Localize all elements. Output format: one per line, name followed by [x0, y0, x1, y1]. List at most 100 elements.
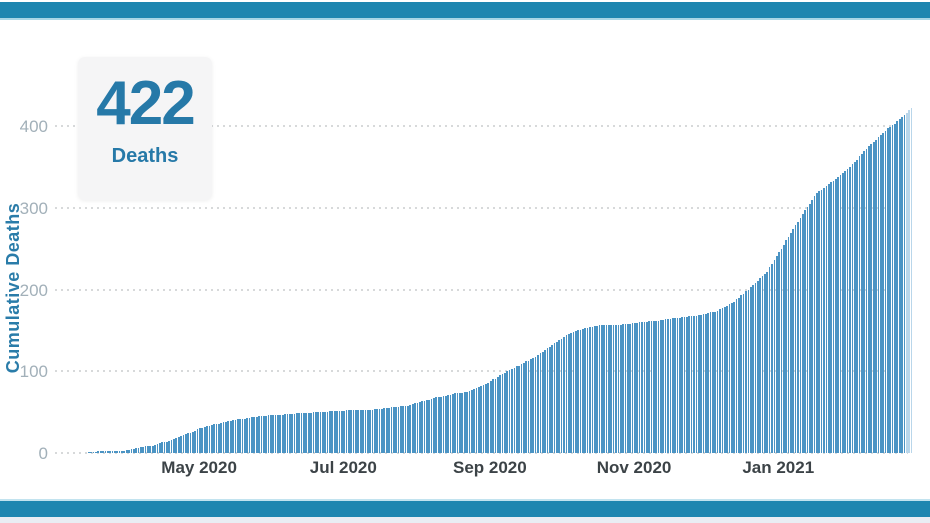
bar[interactable]: [766, 271, 769, 453]
bar[interactable]: [338, 411, 341, 453]
bar[interactable]: [118, 450, 121, 453]
bar[interactable]: [787, 237, 790, 453]
bar[interactable]: [336, 411, 338, 453]
bar[interactable]: [726, 305, 728, 453]
bar[interactable]: [593, 326, 596, 453]
bar[interactable]: [577, 330, 579, 453]
bar[interactable]: [218, 423, 220, 453]
bar[interactable]: [305, 412, 308, 453]
bar[interactable]: [423, 400, 426, 453]
bar[interactable]: [123, 450, 126, 453]
bar[interactable]: [823, 188, 825, 453]
bar[interactable]: [265, 416, 267, 453]
bar[interactable]: [227, 421, 230, 453]
bar[interactable]: [617, 324, 620, 453]
bar[interactable]: [886, 128, 889, 453]
bar[interactable]: [738, 297, 740, 453]
bar[interactable]: [468, 390, 471, 453]
bar[interactable]: [416, 403, 419, 453]
bar[interactable]: [132, 448, 135, 453]
bar[interactable]: [262, 416, 265, 453]
bar[interactable]: [910, 108, 913, 453]
bar[interactable]: [260, 416, 263, 453]
bar[interactable]: [475, 388, 478, 453]
bar[interactable]: [255, 417, 258, 453]
bar[interactable]: [99, 451, 102, 453]
bar[interactable]: [288, 413, 291, 453]
bar[interactable]: [872, 141, 875, 453]
bar[interactable]: [782, 244, 785, 453]
bar[interactable]: [520, 363, 523, 453]
bar[interactable]: [92, 452, 95, 453]
bar[interactable]: [551, 345, 553, 453]
bar[interactable]: [102, 451, 104, 453]
bar[interactable]: [215, 423, 218, 453]
bar[interactable]: [196, 429, 199, 453]
bar[interactable]: [712, 311, 714, 453]
bar[interactable]: [114, 450, 116, 453]
bar[interactable]: [522, 363, 525, 453]
bar[interactable]: [480, 385, 483, 453]
bar[interactable]: [137, 448, 140, 453]
bar[interactable]: [643, 322, 646, 453]
bar[interactable]: [553, 343, 556, 453]
bar[interactable]: [700, 314, 702, 453]
bar[interactable]: [362, 409, 364, 453]
bar[interactable]: [891, 125, 894, 453]
bar[interactable]: [166, 441, 168, 453]
bar[interactable]: [187, 433, 189, 453]
bar[interactable]: [572, 332, 575, 453]
bar[interactable]: [797, 221, 799, 453]
bar[interactable]: [418, 402, 421, 453]
bar[interactable]: [570, 332, 572, 453]
bar[interactable]: [388, 408, 390, 453]
bar[interactable]: [314, 412, 317, 453]
bar[interactable]: [610, 324, 613, 453]
bar[interactable]: [548, 346, 551, 453]
bar[interactable]: [253, 417, 256, 453]
bar[interactable]: [827, 184, 830, 453]
bar[interactable]: [605, 325, 608, 453]
bar[interactable]: [177, 437, 180, 453]
bar[interactable]: [586, 327, 589, 453]
bar[interactable]: [612, 324, 615, 453]
bar[interactable]: [272, 415, 275, 453]
bar[interactable]: [863, 151, 866, 453]
bar[interactable]: [324, 412, 327, 453]
bar[interactable]: [837, 176, 840, 453]
bar[interactable]: [811, 200, 814, 453]
bar[interactable]: [437, 396, 440, 453]
bar[interactable]: [222, 421, 225, 453]
bar[interactable]: [860, 153, 863, 453]
bar[interactable]: [487, 382, 490, 453]
bar[interactable]: [494, 378, 497, 453]
bar[interactable]: [674, 318, 676, 453]
bar[interactable]: [645, 322, 648, 453]
bar[interactable]: [357, 410, 360, 453]
bar[interactable]: [454, 393, 457, 453]
bar[interactable]: [192, 431, 194, 453]
bar[interactable]: [546, 348, 549, 453]
bar[interactable]: [560, 338, 563, 453]
bar[interactable]: [877, 137, 880, 453]
bar[interactable]: [414, 403, 416, 453]
bar[interactable]: [409, 404, 412, 453]
bar[interactable]: [499, 375, 501, 453]
bar[interactable]: [903, 114, 906, 453]
bar[interactable]: [565, 335, 568, 453]
bar[interactable]: [359, 410, 362, 453]
bar[interactable]: [128, 449, 130, 453]
bar[interactable]: [459, 392, 461, 453]
bar[interactable]: [541, 351, 544, 453]
bar[interactable]: [447, 394, 449, 453]
bar[interactable]: [329, 411, 331, 453]
bar[interactable]: [392, 407, 395, 453]
bar[interactable]: [830, 182, 832, 453]
bar[interactable]: [170, 439, 173, 453]
bar[interactable]: [868, 146, 870, 453]
bar[interactable]: [660, 319, 662, 453]
bar[interactable]: [210, 425, 213, 453]
bar[interactable]: [676, 318, 679, 453]
bar[interactable]: [300, 412, 303, 453]
bar[interactable]: [130, 448, 133, 453]
